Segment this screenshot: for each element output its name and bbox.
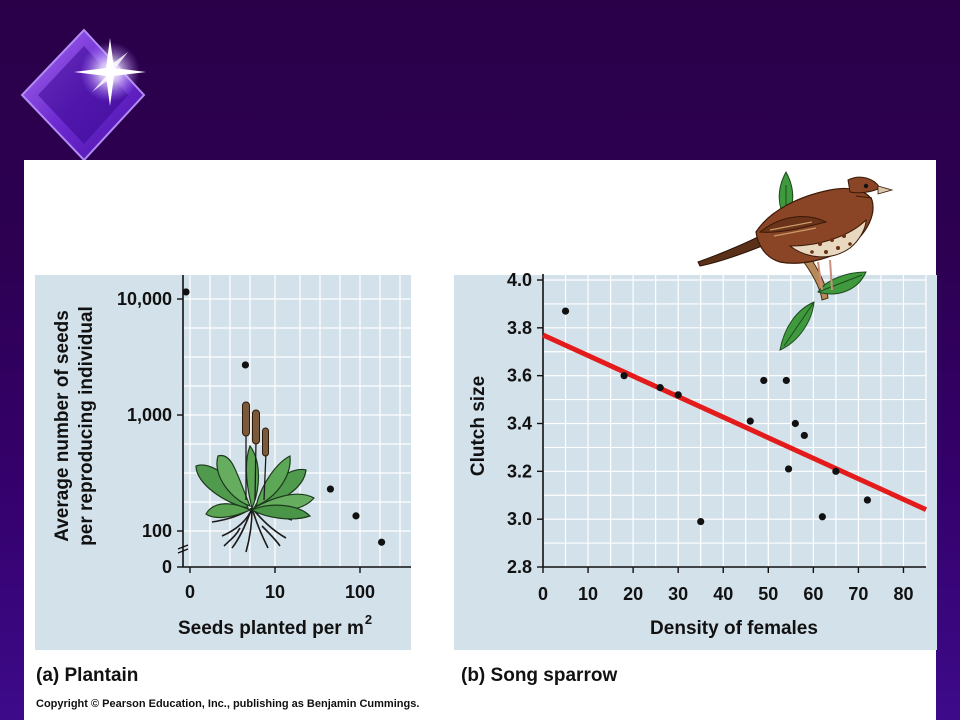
sparrow-trendline-group bbox=[541, 332, 928, 512]
sparrow-data-point bbox=[674, 391, 682, 399]
sparrow-y-tick-label: 2.8 bbox=[507, 557, 532, 577]
plantain-data-point bbox=[352, 512, 360, 520]
plantain-x-axis-title: Seeds planted per m bbox=[178, 618, 364, 639]
sparrow-x-tick-label: 0 bbox=[538, 584, 548, 604]
sparrow-x-tick-label: 80 bbox=[893, 584, 913, 604]
plantain-y-tick-label: 0 bbox=[162, 557, 172, 577]
sparrow-x-tick-label: 70 bbox=[848, 584, 868, 604]
plantain-y-tick-label: 1,000 bbox=[127, 405, 172, 425]
sparrow-data-point bbox=[800, 431, 808, 440]
sparrow-chart bbox=[537, 274, 928, 573]
plantain-points bbox=[182, 288, 386, 546]
sparrow-data-point bbox=[832, 467, 840, 475]
plantain-x-axis-title-superscript: 2 bbox=[365, 612, 372, 627]
sparrow-data-point bbox=[784, 465, 793, 473]
sparrow-data-point bbox=[620, 372, 628, 380]
sparrow-y-tick-label: 4.0 bbox=[507, 270, 532, 290]
plantain-chart bbox=[177, 275, 411, 573]
plantain-x-tick-label: 10 bbox=[265, 582, 285, 602]
sparrow-axes bbox=[537, 274, 926, 573]
sparrow-x-axis-title: Density of females bbox=[650, 618, 818, 639]
sparrow-x-tick-label: 20 bbox=[623, 584, 643, 604]
sparrow-data-point bbox=[863, 496, 872, 504]
sparrow-data-point bbox=[561, 307, 570, 315]
sparrow-data-point bbox=[782, 376, 790, 385]
plantain-grid bbox=[183, 275, 411, 567]
song-sparrow-bird-icon bbox=[697, 170, 894, 351]
sparrow-y-tick-label: 3.4 bbox=[507, 414, 532, 434]
plantain-y-tick-label: 10,000 bbox=[117, 289, 172, 309]
sparrow-panel-label: (b) Song sparrow bbox=[461, 665, 618, 686]
sparrow-y-tick-label: 3.8 bbox=[507, 318, 532, 338]
plantain-y-axis-break-2 bbox=[177, 548, 189, 554]
plantain-y-axis-title-line1: Average number of seeds bbox=[52, 310, 73, 542]
plantain-y-axis-break bbox=[177, 544, 189, 550]
sparrow-y-axis-title: Clutch size bbox=[468, 376, 489, 476]
sparrow-data-point bbox=[746, 417, 754, 425]
sparrow-data-point bbox=[791, 419, 799, 428]
sparrow-x-tick-label: 60 bbox=[803, 584, 823, 604]
plantain-data-point bbox=[182, 288, 190, 296]
sparrow-x-tick-label: 30 bbox=[668, 584, 688, 604]
sparrow-data-point bbox=[697, 517, 705, 526]
plantain-data-point bbox=[326, 485, 335, 493]
sparrow-data-point bbox=[760, 376, 768, 385]
plantain-x-tick-label: 0 bbox=[185, 582, 195, 602]
sparrow-panel bbox=[454, 275, 937, 650]
plantain-panel-label: (a) Plantain bbox=[36, 665, 139, 686]
plantain-data-point bbox=[377, 538, 386, 546]
plantain-y-tick-label: 100 bbox=[142, 521, 172, 541]
sparrow-y-tick-label: 3.2 bbox=[507, 461, 532, 481]
sparrow-points bbox=[561, 307, 872, 526]
plantain-axes bbox=[177, 275, 411, 573]
sparrow-trendline bbox=[541, 332, 928, 512]
sparrow-data-point bbox=[656, 384, 664, 392]
sparrow-x-tick-label: 50 bbox=[758, 584, 778, 604]
sparrow-x-tick-label: 10 bbox=[578, 584, 598, 604]
sparrow-y-tick-label: 3.6 bbox=[507, 366, 532, 386]
copyright-text: Copyright © Pearson Education, Inc., pub… bbox=[36, 698, 420, 710]
plantain-y-axis-title-line2: per reproducing individual bbox=[76, 306, 97, 546]
plantain-x-tick-label: 100 bbox=[345, 582, 375, 602]
plantain-data-point bbox=[241, 361, 250, 369]
sparrow-y-tick-label: 3.0 bbox=[507, 509, 532, 529]
sparkle-diamond-icon bbox=[20, 28, 146, 160]
sparrow-data-point bbox=[818, 513, 826, 521]
plantain-plant-icon bbox=[195, 401, 315, 553]
sparrow-x-tick-label: 40 bbox=[713, 584, 733, 604]
